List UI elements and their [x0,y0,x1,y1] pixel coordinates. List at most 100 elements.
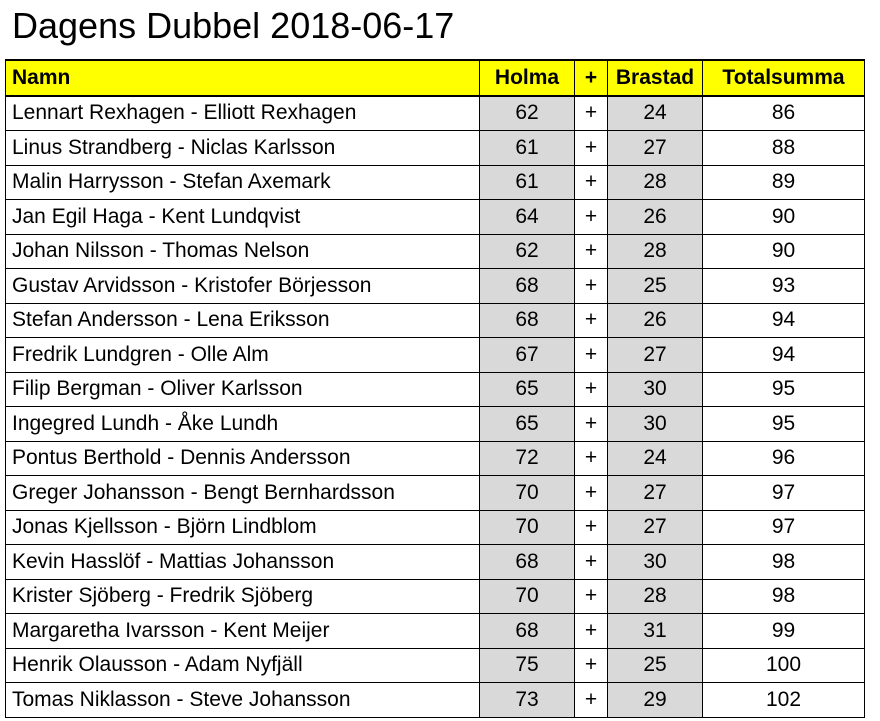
table-row: Fredrik Lundgren - Olle Alm 67 +27 94 [5,337,865,373]
plus-cell: + [574,544,608,580]
name-cell: Jan Egil Haga - Kent Lundqvist [5,199,480,235]
plus-cell: + [574,647,608,683]
name-cell: Henrik Olausson - Adam Nyfjäll [5,647,480,683]
table-row: Malin Harrysson - Stefan Axemark 61 +28 89 [5,164,865,200]
name-cell: Fredrik Lundgren - Olle Alm [5,337,480,373]
brastad-cell: 29 [607,682,703,718]
holma-cell: 64 [479,199,575,235]
plus-cell: + [574,440,608,476]
holma-cell: 65 [479,406,575,442]
name-cell: Jonas Kjellsson - Björn Lindblom [5,509,480,545]
header-plus: + [574,59,608,97]
table-row: Filip Bergman - Oliver Karlsson 65 +30 95 [5,371,865,407]
holma-cell: 67 [479,337,575,373]
total-cell: 89 [702,164,865,200]
results-table: Namn Holma + Brastad Totalsumma Lennart … [5,59,865,718]
table-row: Tomas Niklasson - Steve Johansson 73 +29 10… [5,682,865,718]
name-cell: Ingegred Lundh - Åke Lundh [5,406,480,442]
holma-cell: 75 [479,647,575,683]
plus-cell: + [574,233,608,269]
name-cell: Stefan Andersson - Lena Eriksson [5,302,480,338]
holma-cell: 61 [479,164,575,200]
brastad-cell: 26 [607,199,703,235]
total-cell: 95 [702,406,865,442]
brastad-cell: 28 [607,164,703,200]
brastad-cell: 27 [607,130,703,166]
brastad-cell: 28 [607,578,703,614]
brastad-cell: 28 [607,233,703,269]
plus-cell: + [574,371,608,407]
brastad-cell: 27 [607,509,703,545]
plus-cell: + [574,613,608,649]
name-cell: Linus Strandberg - Niclas Karlsson [5,130,480,166]
total-cell: 98 [702,544,865,580]
brastad-cell: 27 [607,337,703,373]
total-cell: 100 [702,647,865,683]
table-row: Pontus Berthold - Dennis Andersson 72 +24 9… [5,440,865,476]
plus-cell: + [574,164,608,200]
name-cell: Filip Bergman - Oliver Karlsson [5,371,480,407]
table-row: Ingegred Lundh - Åke Lundh 65 +30 95 [5,406,865,442]
total-cell: 90 [702,199,865,235]
total-cell: 95 [702,371,865,407]
header-name: Namn [5,59,480,97]
total-cell: 97 [702,509,865,545]
page-title: Dagens Dubbel 2018-06-17 [12,5,455,46]
total-cell: 93 [702,268,865,304]
plus-cell: + [574,509,608,545]
plus-cell: + [574,337,608,373]
table-row: Johan Nilsson - Thomas Nelson 62 +28 90 [5,233,865,269]
total-cell: 86 [702,95,865,131]
plus-cell: + [574,130,608,166]
brastad-cell: 25 [607,268,703,304]
holma-cell: 72 [479,440,575,476]
table-header-row: Namn Holma + Brastad Totalsumma [5,59,865,97]
table-row: Margaretha Ivarsson - Kent Meijer 68 +31 99 [5,613,865,649]
name-cell: Lennart Rexhagen - Elliott Rexhagen [5,95,480,131]
table-row: Lennart Rexhagen - Elliott Rexhagen 62 +24… [5,95,865,131]
plus-cell: + [574,95,608,131]
table-row: Henrik Olausson - Adam Nyfjäll 75 +25 100 [5,647,865,683]
table-row: Greger Johansson - Bengt Bernhardsson 70 +… [5,475,865,511]
plus-cell: + [574,475,608,511]
holma-cell: 68 [479,544,575,580]
brastad-cell: 27 [607,475,703,511]
total-cell: 90 [702,233,865,269]
plus-cell: + [574,578,608,614]
total-cell: 99 [702,613,865,649]
name-cell: Krister Sjöberg - Fredrik Sjöberg [5,578,480,614]
holma-cell: 73 [479,682,575,718]
plus-cell: + [574,682,608,718]
header-total: Totalsumma [702,59,865,97]
holma-cell: 70 [479,578,575,614]
table-row: Stefan Andersson - Lena Eriksson 68 +26 94 [5,302,865,338]
table-row: Jan Egil Haga - Kent Lundqvist 64 +26 90 [5,199,865,235]
holma-cell: 62 [479,95,575,131]
plus-cell: + [574,268,608,304]
table-row: Jonas Kjellsson - Björn Lindblom 70 +27 97 [5,509,865,545]
total-cell: 96 [702,440,865,476]
total-cell: 98 [702,578,865,614]
name-cell: Malin Harrysson - Stefan Axemark [5,164,480,200]
header-brastad: Brastad [607,59,703,97]
name-cell: Pontus Berthold - Dennis Andersson [5,440,480,476]
plus-cell: + [574,199,608,235]
holma-cell: 68 [479,268,575,304]
total-cell: 94 [702,337,865,373]
plus-cell: + [574,406,608,442]
name-cell: Greger Johansson - Bengt Bernhardsson [5,475,480,511]
brastad-cell: 25 [607,647,703,683]
name-cell: Margaretha Ivarsson - Kent Meijer [5,613,480,649]
total-cell: 94 [702,302,865,338]
table-row: Krister Sjöberg - Fredrik Sjöberg 70 +28 98 [5,578,865,614]
holma-cell: 70 [479,509,575,545]
holma-cell: 61 [479,130,575,166]
brastad-cell: 30 [607,371,703,407]
brastad-cell: 30 [607,544,703,580]
plus-cell: + [574,302,608,338]
holma-cell: 62 [479,233,575,269]
table-body: Lennart Rexhagen - Elliott Rexhagen 62 +24… [5,95,865,718]
table-row: Linus Strandberg - Niclas Karlsson 61 +27 8… [5,130,865,166]
name-cell: Tomas Niklasson - Steve Johansson [5,682,480,718]
holma-cell: 68 [479,302,575,338]
